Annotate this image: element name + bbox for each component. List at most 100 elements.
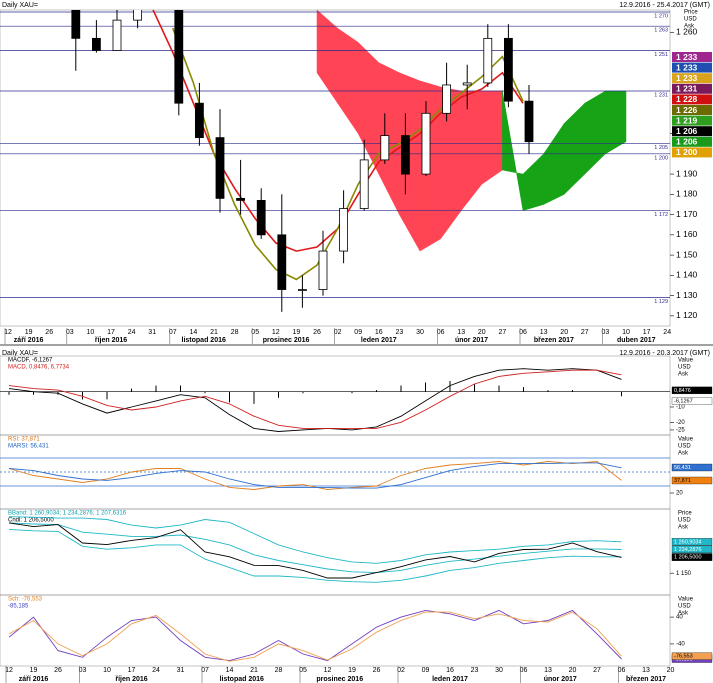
candle-body: [339, 208, 349, 252]
legend-entry: USD: [678, 444, 691, 450]
line-series: [8, 609, 622, 662]
line-series: [8, 522, 622, 579]
value-tag: [671, 538, 713, 546]
x-tick-label: 06: [618, 667, 626, 674]
candle-body: [524, 100, 534, 143]
value-tag-label: 1 231: [676, 84, 698, 94]
x-tick-label: 27: [499, 329, 507, 336]
legend-entry: USD: [678, 365, 691, 371]
legend-entry: USD: [678, 604, 691, 610]
x-tick-label: 03: [79, 667, 87, 674]
legend-entry: Ask: [678, 525, 689, 531]
candle-body: [236, 197, 246, 201]
candle-body: [400, 135, 410, 175]
x-tick-label: 03: [602, 329, 610, 336]
x-tick-label: 10: [622, 329, 630, 336]
panel-header: MACD, 0,8476, 6,7734: [8, 365, 70, 371]
x-tick-label: 17: [128, 667, 136, 674]
value-tag: [672, 94, 712, 105]
value-tag-label: 1 260,9034: [674, 539, 702, 545]
x-tick-label: 02: [397, 667, 405, 674]
level-label: 1 231: [654, 92, 668, 98]
panel-frame: [0, 355, 671, 436]
month-label: duben 2017: [617, 337, 656, 344]
level-label: 1 251: [654, 52, 668, 58]
panel-frame: [0, 594, 671, 667]
value-tag-label: 1 206: [676, 137, 698, 147]
line-series: [8, 528, 622, 583]
y-tick-label: 20: [676, 491, 683, 497]
x-tick-label: 13: [544, 667, 552, 674]
legend-entry: Price: [684, 10, 698, 16]
candle-body: [112, 19, 122, 51]
value-tag: [672, 62, 712, 73]
x-tick-label: 06: [520, 667, 528, 674]
legend-entry: Ask: [678, 372, 689, 378]
x-tick-label: 21: [250, 667, 258, 674]
x-tick-label: 16: [446, 667, 454, 674]
y-tick-label: 1 180: [676, 189, 698, 199]
candle-body: [92, 37, 101, 51]
x-tick-label: 21: [210, 329, 218, 336]
value-tag-label: 1 219: [676, 115, 698, 125]
value-tag: [671, 476, 713, 485]
y-tick-label: 1 160: [676, 229, 698, 239]
x-tick-label: 23: [396, 329, 404, 336]
line-series: [172, 27, 524, 281]
value-tag-label: 1 233: [676, 52, 698, 62]
x-tick-label: 19: [25, 329, 33, 336]
level-label: 1 263: [654, 28, 668, 34]
x-tick-label: 07: [169, 329, 177, 336]
month-label: leden 2017: [432, 676, 468, 683]
value-tag: [671, 397, 713, 405]
y-tick-label: -10: [676, 405, 685, 411]
x-tick-label: 13: [457, 329, 465, 336]
candle-body: [359, 159, 369, 209]
line-series: [8, 369, 622, 429]
month-label: únor 2017: [455, 337, 488, 344]
value-tag: [671, 652, 713, 660]
legend-entry: Value: [678, 437, 694, 443]
value-tag-label: 56,431: [674, 465, 691, 471]
candle-body: [297, 289, 307, 291]
candle-body: [421, 112, 431, 175]
chart-title: Daily XAU=: [2, 350, 38, 357]
x-tick-label: 20: [569, 667, 577, 674]
month-label: září 2016: [14, 337, 44, 344]
panel-header: MARSI: 56,431: [8, 444, 49, 450]
chart-subtitle: 12.9.2016 - 25.4.2017 (GMT): [619, 2, 710, 9]
y-tick-label: 1 140: [676, 270, 698, 280]
month-label: listopad 2016: [182, 337, 226, 344]
x-tick-label: 12: [5, 667, 13, 674]
value-tag: [672, 126, 712, 137]
legend-entry: Value: [678, 597, 694, 603]
x-tick-label: 23: [471, 667, 479, 674]
legend-entry: Ask: [684, 24, 695, 30]
x-tick-label: 17: [643, 329, 651, 336]
line-series: [8, 611, 622, 662]
candle-body: [380, 135, 390, 161]
legend-entry: Ask: [678, 611, 689, 617]
line-series: [8, 462, 622, 489]
x-tick-label: 30: [416, 329, 424, 336]
candle-body: [133, 10, 143, 21]
panel-frame: [0, 508, 671, 596]
x-tick-label: 10: [103, 667, 111, 674]
x-tick-label: 16: [375, 329, 383, 336]
candle-body: [442, 84, 452, 114]
value-tag-label: 37,871: [674, 478, 691, 484]
value-tag: [672, 115, 712, 126]
x-tick-label: 02: [334, 329, 342, 336]
x-tick-label: 19: [293, 329, 301, 336]
value-tag: [671, 463, 713, 472]
x-tick-label: 26: [45, 329, 53, 336]
candle-body: [71, 10, 81, 39]
candle-body: [277, 234, 287, 290]
x-tick-label: 30: [495, 667, 503, 674]
value-tag-label: 1 233: [676, 73, 698, 83]
x-tick-label: 19: [348, 667, 356, 674]
x-tick-label: 05: [299, 667, 307, 674]
value-tag: [672, 105, 712, 115]
panel-header: MACDF, -6,1267: [8, 358, 53, 364]
x-tick-label: 24: [128, 329, 136, 336]
